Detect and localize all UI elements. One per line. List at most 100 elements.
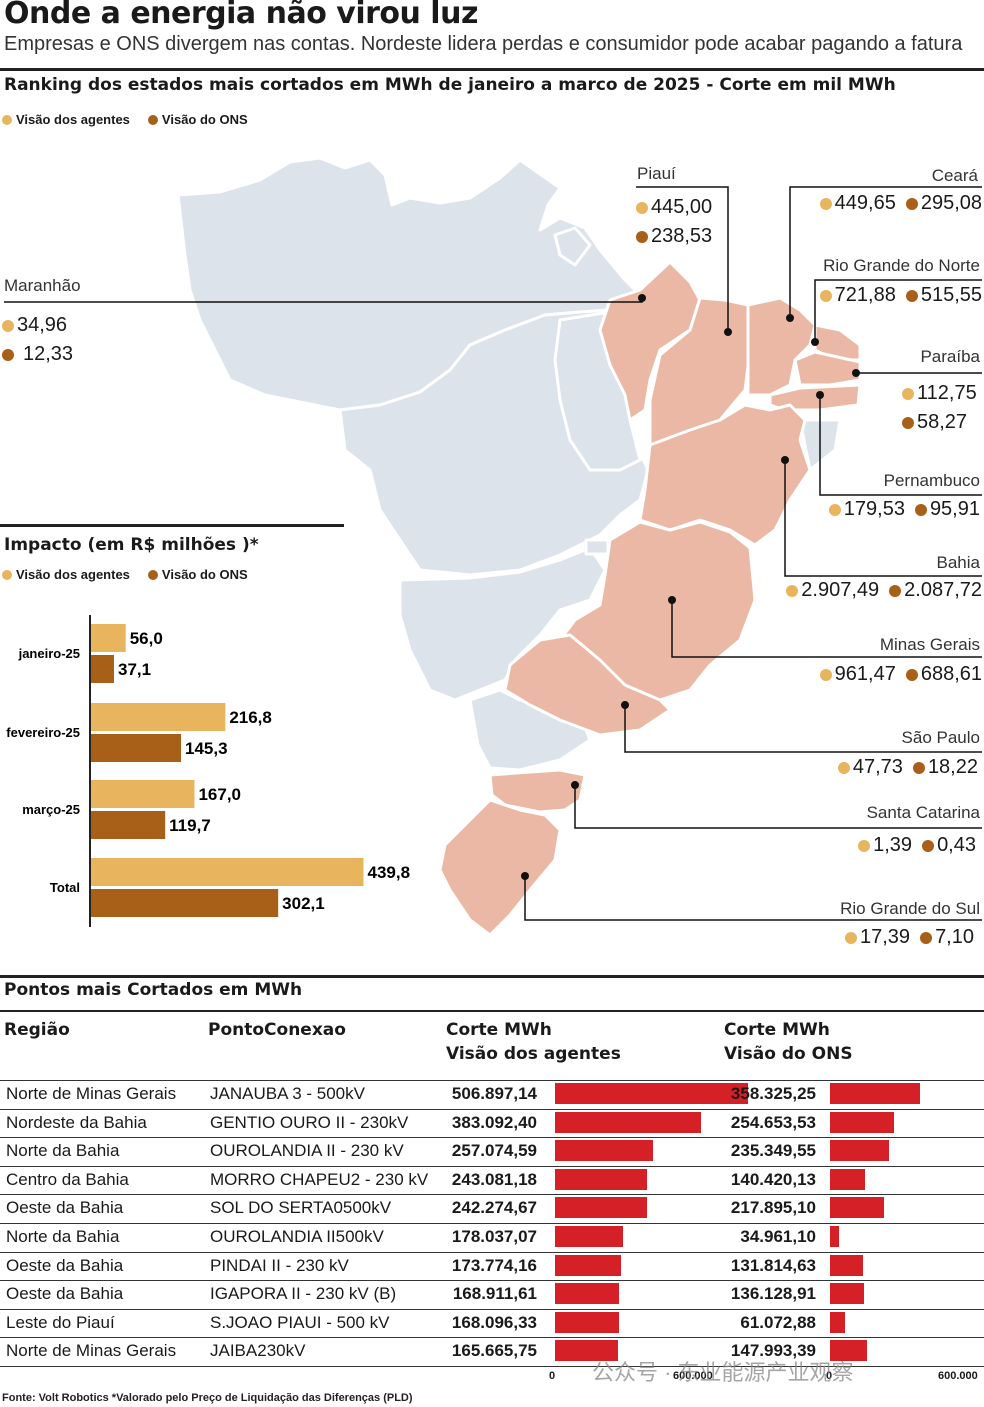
state-ons-maranhao: 12,33 [2,343,73,366]
bar-ons [830,1111,894,1133]
map-state-rn [813,323,862,362]
page-subtitle: Empresas e ONS divergem nas contas. Nord… [4,33,963,55]
row-divider [0,1251,984,1253]
cell-ponto: JANAUBA 3 - 500kV [210,1084,365,1103]
state-values-rgs: 17,39 7,10 [845,926,974,949]
state-name-ceara: Ceará [931,166,978,185]
ons-dot-icon [922,839,935,852]
agents-dot-icon [819,197,832,210]
agents-value: 17,39 [860,926,911,948]
marker-bahia [781,456,789,464]
bar-ons [830,1226,839,1247]
bar-agentes [555,1111,701,1133]
map-region-goias-ms [398,546,607,702]
agents-dot-icon [819,289,832,302]
bar-ons [830,1254,863,1276]
bar-agentes [555,1311,619,1333]
cell-agentes-value: 243.081,18 [451,1169,537,1189]
row-divider [0,1165,984,1167]
row-divider [0,1080,984,1081]
agents-dot-icon [636,201,648,214]
bar-agentes [555,1168,648,1190]
agents-value: 1,39 [873,834,913,856]
agents-dot-icon [837,761,850,774]
cell-ponto: OUROLANDIA II - 230 kV [210,1141,404,1161]
map-state-rgs [438,798,562,937]
col-header-agentes-line2: Visão dos agentes [446,1044,621,1064]
ons-dot-icon [2,348,14,361]
table-row: Oeste da Bahia IGAPORA II - 230 kV (B) 168… [0,1280,984,1308]
brazil-map [4,156,982,937]
cell-ons-value: 61.072,88 [740,1312,816,1332]
ons-value: 18,22 [927,756,978,778]
state-name-bahia: Bahia [936,553,980,572]
agents-value: 961,47 [834,663,896,685]
impact-bar-label: 37,1 [118,660,151,679]
table-row: Norte da Bahia OUROLANDIA II500kV 178.037,… [0,1223,984,1251]
table-row: Nordeste da Bahia GENTIO OURO II - 230kV 3… [0,1108,984,1137]
cell-agentes-value: 242.274,67 [451,1198,537,1218]
ons-dot-icon [636,230,648,243]
row-divider [0,1337,984,1339]
cell-ponto: GENTIO OURO II - 230kV [210,1112,409,1132]
marker-piaui [724,328,732,336]
cell-ponto: SOL DO SERTA0500kV [210,1198,392,1218]
cell-ponto: OUROLANDIA II500kV [210,1227,384,1246]
agents-dot-icon [845,931,857,944]
legend-ons-label: Visão do ONS [161,567,248,582]
bar-ons [830,1197,885,1219]
impact-bar-ons [91,734,182,762]
map-state-minas [558,520,757,702]
state-name-sc: Santa Catarina [866,803,980,822]
cell-regiao: Centro da Bahia [6,1169,129,1189]
bar-ons [830,1083,920,1104]
state-values-rn: 721,88 515,55 [819,284,982,307]
ons-value: 2.087,72 [904,579,982,601]
state-name-rn: Rio Grande do Norte [823,256,980,275]
ons-value: 295,08 [920,192,982,214]
ons-value: 12,33 [23,343,74,365]
state-name-piaui: Piauí [637,164,676,183]
table-divider [0,975,984,978]
impact-category-label: março-25 [22,802,80,817]
axis-min-agents: 0 [549,1370,556,1382]
map-state-paraiba [793,350,862,387]
state-values-pernambuco: 179,53 95,91 [828,498,980,521]
cell-ponto: IGAPORA II - 230 kV (B) [210,1284,397,1304]
source-footnote: Fonte: Volt Robotics *Valorado pelo Preç… [2,1392,413,1404]
cell-ons-value: 235.349,55 [730,1141,816,1161]
impact-category-label: fevereiro-25 [6,725,80,740]
bar-ons [830,1340,867,1362]
marker-minas [668,596,676,604]
table-title: Pontos mais Cortados em MWh [4,980,303,1000]
legend-agents-swatch [2,114,12,125]
axis-max-agents: 600.000 [673,1370,713,1382]
state-values-sp: 47,73 18,22 [837,756,978,779]
agents-value: 449,65 [834,192,896,214]
watermark: 公众号 · 东业能源产业观察 [592,1360,854,1385]
map-region-north [176,156,642,412]
state-agents-piaui: 445,00 [636,196,712,219]
divider [0,68,984,71]
row-divider [0,1194,984,1196]
axis-max-ons: 600.000 [938,1370,978,1382]
table-row: Norte de Minas Gerais JAIBA230kV 165.665,7… [0,1337,984,1365]
table-row: Oeste da Bahia SOL DO SERTA0500kV 242.274,… [0,1194,984,1222]
cell-regiao: Norte da Bahia [6,1141,120,1161]
cell-agentes-value: 383.092,40 [451,1112,537,1132]
legend-agents-label: Visão dos agentes [16,567,130,582]
impact-bar-agents [91,780,195,808]
legend-agents-swatch [2,569,12,580]
ons-dot-icon [889,584,902,597]
agents-dot-icon [902,387,914,400]
row-divider [0,1366,984,1367]
leader-sp [624,705,982,753]
agents-value: 179,53 [843,498,905,520]
map-detail-df [584,538,610,556]
cell-agentes-value: 168.911,61 [452,1284,537,1304]
ons-dot-icon [920,931,933,944]
ons-value: 95,91 [929,498,980,520]
cell-agentes-value: 165.665,75 [451,1341,537,1361]
bar-agentes [555,1340,618,1362]
state-name-pernambuco: Pernambuco [883,471,980,490]
